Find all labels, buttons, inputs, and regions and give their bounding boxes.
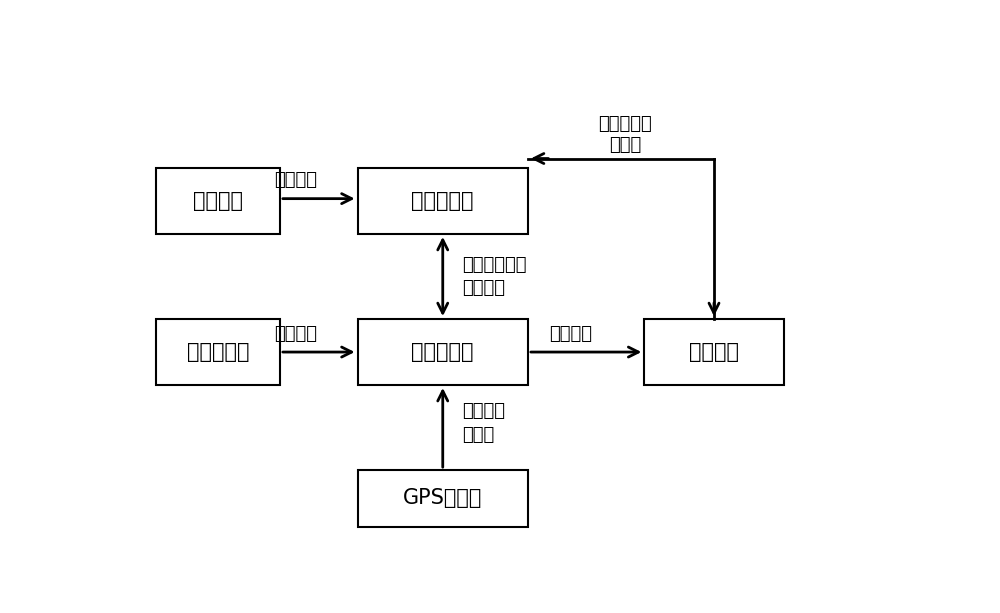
Text: 采集服务器: 采集服务器	[412, 191, 474, 211]
Text: 面阵相机: 面阵相机	[689, 342, 739, 362]
Text: 控制信号: 控制信号	[549, 325, 592, 343]
Text: 里程脉冲: 里程脉冲	[274, 325, 317, 343]
Bar	[358, 319, 528, 385]
Text: 时间、空: 时间、空	[462, 402, 505, 420]
Text: 惯性单元: 惯性单元	[193, 191, 243, 211]
Bar	[358, 168, 528, 234]
Bar	[156, 319, 280, 385]
Text: 间数据: 间数据	[462, 425, 494, 444]
Text: 像数据: 像数据	[609, 136, 641, 154]
Text: 姿态数据: 姿态数据	[274, 171, 317, 189]
Text: 同步控制器: 同步控制器	[412, 342, 474, 362]
Bar	[156, 168, 280, 234]
Text: 位置，行程，: 位置，行程，	[462, 256, 527, 274]
Text: GPS接收机: GPS接收机	[403, 489, 482, 508]
Text: 光电编码器: 光电编码器	[187, 342, 249, 362]
Bar	[644, 319, 784, 385]
Bar	[358, 470, 528, 527]
Text: 衬砌灰度图: 衬砌灰度图	[598, 115, 652, 132]
Text: 序号数据: 序号数据	[462, 280, 505, 297]
